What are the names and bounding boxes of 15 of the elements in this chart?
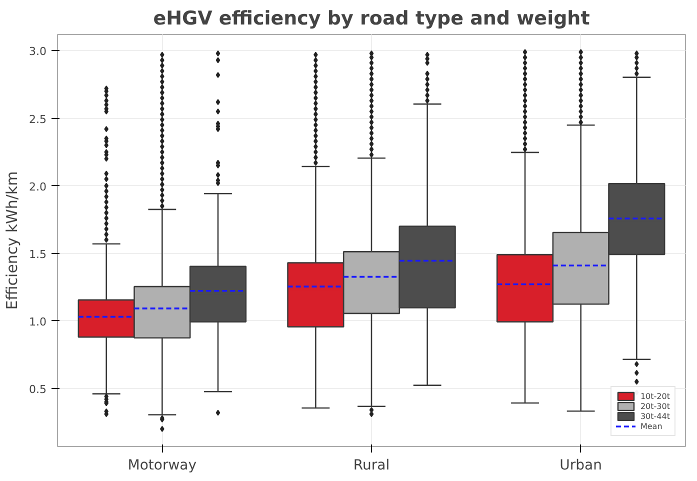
x-tick-label: Urban bbox=[560, 458, 602, 474]
y-tick-label: 1.0 bbox=[29, 315, 47, 328]
x-tick-label: Rural bbox=[353, 458, 390, 474]
y-tick-label: 2.0 bbox=[29, 180, 47, 194]
y-axis-title: Efficiency kWh/km bbox=[3, 171, 22, 310]
y-tick-label: 1.5 bbox=[29, 248, 47, 261]
chart-title: eHGV efficiency by road type and weight bbox=[153, 8, 590, 30]
y-tick-label: 0.5 bbox=[29, 382, 47, 396]
legend-label: 20t-30t bbox=[640, 401, 670, 411]
legend-label: 10t-20t bbox=[640, 391, 670, 401]
y-tick-label: 2.5 bbox=[29, 112, 47, 126]
legend-label: 30t-44t bbox=[640, 411, 670, 421]
y-tick-label: 3.0 bbox=[29, 45, 47, 58]
legend-label: Mean bbox=[640, 421, 662, 431]
x-tick-label: Motorway bbox=[128, 458, 197, 474]
